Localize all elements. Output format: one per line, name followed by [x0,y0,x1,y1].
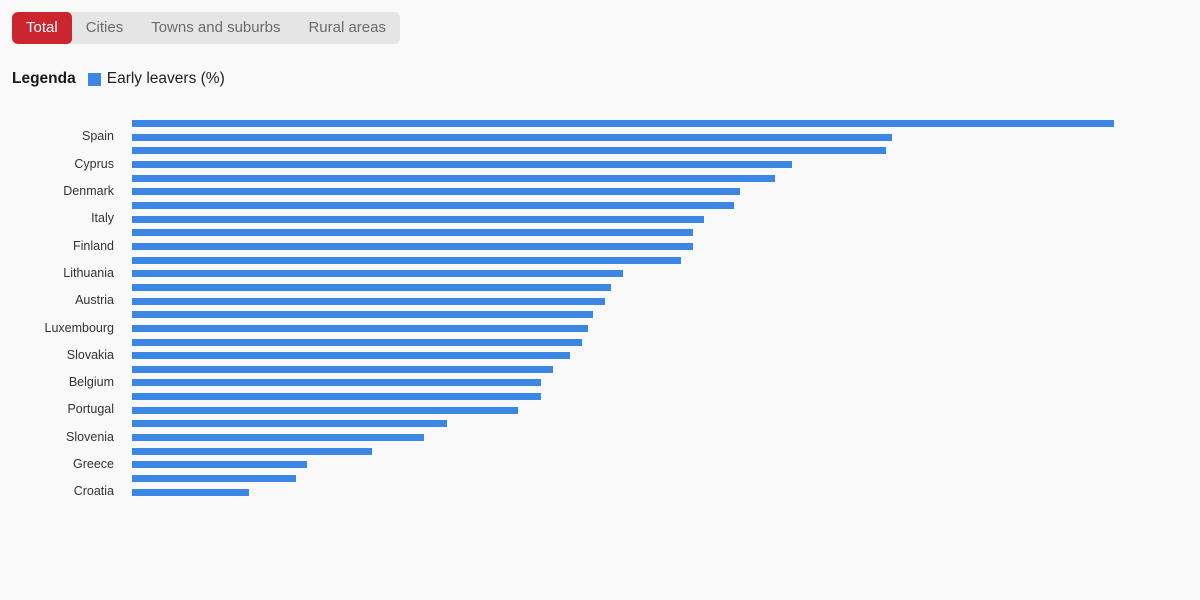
chart-row: Denmark [0,183,1200,199]
bar[interactable] [132,406,518,414]
category-label: Slovakia [66,347,114,362]
chart-row [0,472,1200,486]
tab-towns-and-suburbs[interactable]: Towns and suburbs [151,19,281,36]
category-label: Finland [73,238,114,253]
chart-row: Portugal [0,403,1200,417]
bar[interactable] [132,188,740,196]
bar[interactable] [132,229,693,237]
chart-row: Lithuania [0,265,1200,281]
bar[interactable] [132,201,734,209]
chart-row: Spain [0,130,1200,144]
bar[interactable] [132,488,249,496]
chart-row: Greece [0,457,1200,472]
bar[interactable] [132,120,1114,128]
chart-row [0,117,1200,131]
category-label: Lithuania [63,265,114,280]
bar[interactable] [132,242,693,250]
chart-row [0,226,1200,240]
category-label: Spain [82,129,114,144]
chart-row [0,335,1200,349]
chart-row: Croatia [0,485,1200,499]
tab-cities[interactable]: Cities [85,19,124,36]
bar[interactable] [132,393,541,401]
urbanisation-tabbar: Total Cities Towns and suburbs Rural are… [12,12,400,44]
bar[interactable] [132,420,447,428]
chart-row [0,308,1200,322]
category-label: Luxembourg [44,320,115,335]
category-label: Belgium [68,375,114,390]
bar[interactable] [132,256,681,264]
bar[interactable] [132,338,582,346]
chart-row: Italy [0,212,1200,226]
bar[interactable] [132,311,593,319]
tab-total[interactable]: Total [12,12,72,44]
bar[interactable] [132,365,553,373]
chart-row [0,171,1200,185]
bar[interactable] [132,215,704,223]
category-label: Croatia [73,484,114,499]
category-label: Portugal [67,402,114,417]
bar[interactable] [132,461,307,469]
chart-row [0,199,1200,213]
chart-row: Austria [0,294,1200,308]
bar[interactable] [132,283,611,291]
chart-row: Luxembourg [0,320,1200,336]
bar[interactable] [132,447,372,455]
category-label: Italy [91,211,114,226]
chart-row: Slovakia [0,347,1200,363]
chart-row: Slovenia [0,429,1200,445]
category-label: Greece [73,457,114,472]
chart-legend: Legenda Early leavers (%) [12,70,225,88]
chart-row: Belgium [0,375,1200,390]
bar[interactable] [132,379,541,387]
chart-row [0,417,1200,431]
bar[interactable] [132,324,588,332]
bar[interactable] [132,297,605,305]
bar[interactable] [132,133,892,141]
chart-row: Cyprus [0,156,1200,172]
bar[interactable] [132,160,792,168]
legend-series-label[interactable]: Early leavers (%) [106,70,225,87]
chart-row: Finland [0,238,1200,254]
legend-heading: Legenda [12,70,76,87]
chart-row [0,390,1200,404]
tab-rural-areas[interactable]: Rural areas [308,19,386,36]
bar[interactable] [132,270,623,278]
category-label: Slovenia [66,429,114,444]
category-label: Austria [75,293,114,308]
chart-row [0,444,1200,458]
chart-row [0,253,1200,267]
bar-chart: Spain Cyprus Denmark Italy Finland Lithuania A… [0,117,1200,499]
chart-row [0,144,1200,158]
chart-row [0,281,1200,295]
bar[interactable] [132,352,570,360]
bar[interactable] [132,147,886,155]
bar[interactable] [132,174,775,182]
bar[interactable] [132,434,424,442]
category-label: Denmark [63,183,114,198]
category-label: Cyprus [74,156,114,171]
bar[interactable] [132,475,296,483]
legend-swatch-icon [87,72,101,86]
chart-row [0,363,1200,377]
